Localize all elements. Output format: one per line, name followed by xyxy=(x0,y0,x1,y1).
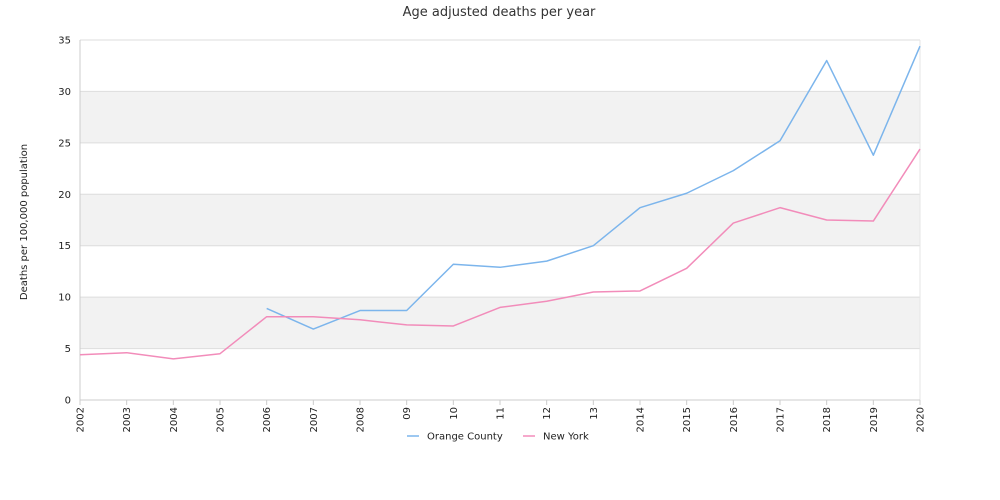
x-tick-label: 2007 xyxy=(309,407,320,432)
series-line-0 xyxy=(266,45,921,330)
plot-band xyxy=(80,194,920,246)
y-tick-label: 35 xyxy=(58,36,71,47)
x-tick-label: 2015 xyxy=(682,407,693,432)
legend-label: New York xyxy=(543,432,589,443)
x-tick-label: 2020 xyxy=(916,407,927,432)
plot-bands xyxy=(80,91,920,349)
y-axis-label: Deaths per 100,000 population xyxy=(19,144,30,300)
x-tick-label: 10 xyxy=(449,407,460,420)
y-tick-label: 20 xyxy=(58,190,71,201)
chart-title: Age adjusted deaths per year xyxy=(403,5,596,20)
x-tick-label: 11 xyxy=(496,407,507,420)
x-tick-label: 2004 xyxy=(169,407,180,432)
x-tick-label: 2016 xyxy=(729,407,740,432)
x-tick-label: 2002 xyxy=(76,407,87,432)
series-line-1 xyxy=(79,148,921,360)
y-tick-label: 25 xyxy=(58,138,71,149)
x-tick-label: 2005 xyxy=(216,407,227,432)
x-tick-label: 12 xyxy=(542,407,553,420)
x-tick-label: 2014 xyxy=(636,407,647,432)
x-axis-ticks: 2002 2003 2004 2005 2006 2007 2008 09 10 11 12 13 20… xyxy=(76,400,927,432)
y-tick-label: 5 xyxy=(65,344,71,355)
legend[interactable]: Orange County New York xyxy=(407,432,589,443)
legend-label: Orange County xyxy=(427,432,503,443)
x-tick-label: 2018 xyxy=(822,407,833,432)
series-lines xyxy=(79,45,921,360)
y-tick-label: 15 xyxy=(58,241,71,252)
x-tick-label: 2003 xyxy=(122,407,133,432)
plot-band xyxy=(80,91,920,143)
legend-item[interactable]: Orange County xyxy=(407,432,503,443)
y-tick-label: 10 xyxy=(58,293,71,304)
x-tick-label: 2006 xyxy=(262,407,273,432)
y-axis-ticks: 0 5 10 15 20 25 30 35 xyxy=(58,36,71,407)
y-tick-label: 0 xyxy=(65,396,71,407)
x-tick-label: 09 xyxy=(402,407,413,420)
x-tick-label: 13 xyxy=(589,407,600,420)
legend-item[interactable]: New York xyxy=(523,432,589,443)
y-tick-label: 30 xyxy=(58,87,71,98)
x-tick-label: 2017 xyxy=(776,407,787,432)
x-tick-label: 2008 xyxy=(356,407,367,432)
x-tick-label: 2019 xyxy=(869,407,880,432)
plot-band xyxy=(80,297,920,349)
